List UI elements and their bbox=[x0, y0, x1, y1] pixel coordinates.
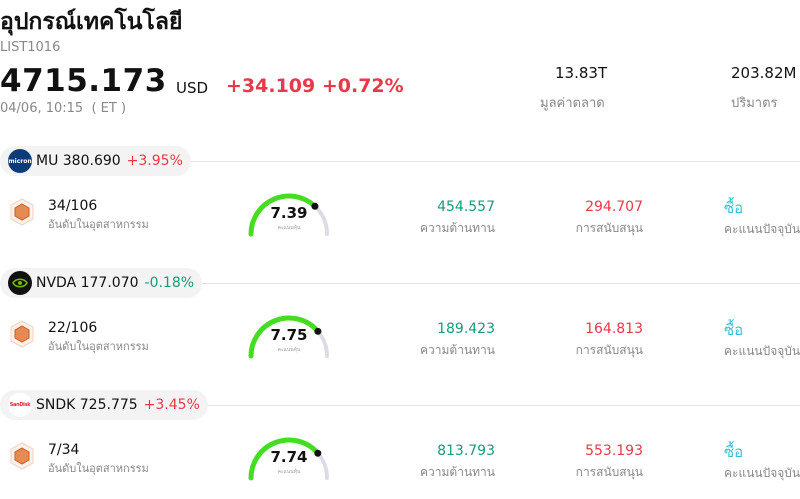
ticker-price: NVDA 177.070 bbox=[36, 275, 139, 291]
support-label: การสนับสนุน bbox=[575, 221, 643, 235]
stock-change: +3.95% bbox=[126, 153, 183, 169]
rank-badge-icon bbox=[10, 320, 34, 348]
stock-section[interactable]: NVDA 177.070 -0.18% 22/106 อันดับในอุตสา… bbox=[0, 266, 800, 388]
divider bbox=[0, 161, 800, 162]
stock-change: +3.45% bbox=[143, 397, 200, 413]
stock-score-label: คะแนนหุ้น bbox=[277, 469, 301, 475]
support-label: การสนับสนุน bbox=[575, 343, 643, 357]
sandisk-logo-icon: SanDisk bbox=[8, 393, 32, 417]
resistance-label: ความต้านทาน bbox=[420, 221, 495, 235]
support-value: 294.707 bbox=[585, 199, 643, 215]
stock-section[interactable]: SanDisk SNDK 725.775 +3.45% 7/34 อันดับใ… bbox=[0, 388, 800, 499]
rating-label: คะแนนปัจจุบัน bbox=[724, 466, 800, 480]
stock-score-label: คะแนนหุ้น bbox=[277, 347, 301, 353]
divider bbox=[0, 405, 800, 406]
stock-score: 7.39 bbox=[270, 204, 308, 222]
stock-score: 7.75 bbox=[270, 326, 308, 344]
index-change: +34.109 +0.72% bbox=[226, 75, 404, 97]
rank-badge-icon bbox=[10, 442, 34, 470]
rating-label: คะแนนปัจจุบัน bbox=[724, 344, 800, 358]
stock-change: -0.18% bbox=[144, 275, 195, 291]
resistance-value: 454.557 bbox=[437, 199, 495, 215]
resistance-label: ความต้านทาน bbox=[420, 465, 495, 479]
rating-action[interactable]: ซื้อ bbox=[724, 443, 744, 461]
industry-rank: 7/34 bbox=[48, 442, 80, 458]
currency: USD bbox=[176, 79, 209, 97]
timestamp: 04/06, 10:15 ( ET ) bbox=[0, 101, 127, 116]
support-label: การสนับสนุน bbox=[575, 465, 643, 479]
volume-value: 203.82M bbox=[731, 64, 797, 82]
market-cap-label: มูลค่าตลาด bbox=[540, 96, 605, 111]
resistance-value: 813.793 bbox=[437, 443, 495, 459]
stock-score: 7.74 bbox=[270, 448, 308, 466]
score-gauge bbox=[248, 437, 329, 481]
stock-pill[interactable]: micron MU 380.690 +3.95% bbox=[0, 146, 191, 176]
industry-rank: 22/106 bbox=[48, 320, 98, 336]
industry-rank-label: อันดับในอุตสาหกรรม bbox=[48, 218, 149, 231]
nvidia-logo-icon bbox=[8, 271, 32, 295]
stock-score-label: คะแนนหุ้น bbox=[277, 225, 301, 231]
volume-label: ปริมาตร bbox=[731, 96, 778, 111]
stock-pill[interactable]: SanDisk SNDK 725.775 +3.45% bbox=[0, 390, 208, 420]
stock-section[interactable]: micron MU 380.690 +3.95% 34/106 อันดับใน… bbox=[0, 144, 800, 266]
ticker-price: SNDK 725.775 bbox=[36, 397, 138, 413]
page-title: อุปกรณ์เทคโนโลยี bbox=[0, 9, 183, 35]
market-cap-value: 13.83T bbox=[555, 64, 608, 82]
rating-action[interactable]: ซื้อ bbox=[724, 321, 744, 339]
divider bbox=[0, 283, 800, 284]
industry-rank: 34/106 bbox=[48, 198, 98, 214]
rank-badge-icon bbox=[10, 198, 34, 226]
industry-rank-label: อันดับในอุตสาหกรรม bbox=[48, 340, 149, 353]
stock-pill[interactable]: NVDA 177.070 -0.18% bbox=[0, 268, 203, 298]
index-price: 4715.173 bbox=[0, 63, 167, 99]
score-gauge bbox=[248, 315, 329, 359]
support-value: 553.193 bbox=[585, 443, 643, 459]
resistance-value: 189.423 bbox=[437, 321, 495, 337]
ticker-price: MU 380.690 bbox=[36, 153, 121, 169]
rating-action[interactable]: ซื้อ bbox=[724, 199, 744, 217]
resistance-label: ความต้านทาน bbox=[420, 343, 495, 357]
micron-logo-icon: micron bbox=[8, 149, 32, 173]
list-code: LIST1016 bbox=[0, 40, 61, 55]
rating-label: คะแนนปัจจุบัน bbox=[724, 222, 800, 236]
industry-rank-label: อันดับในอุตสาหกรรม bbox=[48, 462, 149, 475]
score-gauge bbox=[248, 193, 329, 237]
support-value: 164.813 bbox=[585, 321, 643, 337]
